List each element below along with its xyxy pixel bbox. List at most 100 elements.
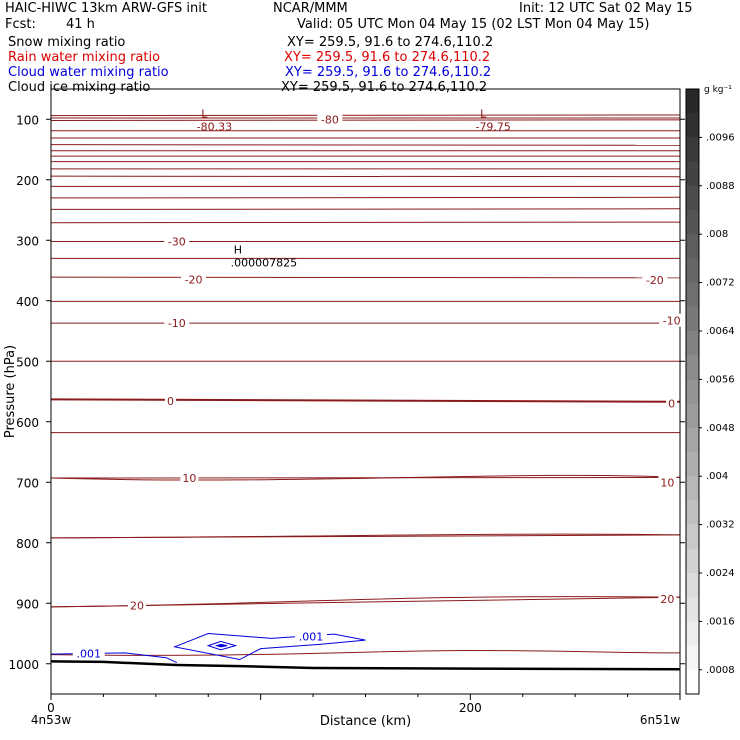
extremum-value-label: -79.75 xyxy=(475,120,510,133)
temperature-contour-line xyxy=(50,276,681,279)
y-tick-label: 1000 xyxy=(8,658,39,672)
forecast-label: Fcst: xyxy=(5,17,36,32)
colorbar-frame xyxy=(685,88,700,695)
temperature-contour-line xyxy=(50,114,681,117)
x-start-location-label: 4n53w xyxy=(31,713,72,727)
temperature-contour-label: -20 xyxy=(185,274,203,287)
extremum-type-label: L xyxy=(480,107,487,120)
colorbar-tick-label: .0008 xyxy=(706,665,735,676)
field-name-cloud-water: Cloud water mixing ratio xyxy=(8,65,169,80)
contour-labels: -80 -30 -20 -20 -10 -10 0 0 10 10 20 20 .001 .001 xyxy=(72,112,685,660)
extremum-type-label: H xyxy=(234,243,242,256)
temperature-contour-label: 20 xyxy=(130,600,144,613)
temperature-contour-label-bg xyxy=(180,471,199,485)
field-xy-rain: XY= 259.5, 91.6 to 274.6,110.2 xyxy=(284,50,491,65)
x-end-location-label: 6n51w xyxy=(640,713,681,727)
field-xy-cloud-water: XY= 259.5, 91.6 to 274.6,110.2 xyxy=(285,65,492,80)
temperature-contour-label: 10 xyxy=(182,472,196,485)
y-tick-label: 600 xyxy=(16,416,39,430)
colorbar-segment xyxy=(686,137,699,163)
colorbar-segment xyxy=(686,161,699,187)
temperature-contour-line xyxy=(50,649,681,656)
temperature-contour-line xyxy=(50,474,681,481)
y-tick-label: 200 xyxy=(16,174,39,188)
temperature-contour-label-bg xyxy=(658,592,677,606)
temperature-contour-label-bg xyxy=(659,313,685,327)
valid-time: Valid: 05 UTC Mon 04 May 15 (02 LST Mon … xyxy=(297,17,650,32)
colorbar-segment xyxy=(686,524,699,550)
colorbar-segment xyxy=(686,452,699,477)
x-tick-label: 200 xyxy=(459,701,482,715)
x-axis-label: Distance (km) xyxy=(320,714,411,729)
extremum-value-label: -80.33 xyxy=(197,120,232,133)
temperature-contour-label: -20 xyxy=(646,274,664,287)
temperature-contour-label: 10 xyxy=(660,476,674,489)
colorbar-segment xyxy=(686,282,699,308)
colorbar-segment xyxy=(686,306,699,332)
colorbar-tick-label: .0048 xyxy=(706,423,735,434)
colorbar-tick-label: .0064 xyxy=(706,326,735,337)
colorbar-tick-label: .0056 xyxy=(706,374,735,385)
field-name-snow: Snow mixing ratio xyxy=(8,35,126,50)
temperature-contour-label-bg xyxy=(165,394,177,408)
cloud-water-contour xyxy=(172,632,366,661)
init-time: Init: 12 UTC Sat 02 May 15 xyxy=(519,1,693,16)
colorbar-tick-label: .004 xyxy=(706,471,728,482)
colorbar-segment xyxy=(686,113,699,138)
colorbar-segment xyxy=(686,427,699,453)
extremum-value-label: .000007825 xyxy=(231,256,297,269)
colorbar-segment xyxy=(686,500,699,526)
colorbar-tick-label: .0096 xyxy=(706,132,735,143)
forecast-hour: 41 h xyxy=(66,17,95,32)
colorbar-tick-label: .0016 xyxy=(706,616,735,627)
extremum-type-label: L xyxy=(201,107,208,120)
y-tick-label: 300 xyxy=(16,234,39,248)
colorbar-segment xyxy=(686,234,699,259)
colorbar-segment xyxy=(686,379,699,405)
temperature-contour-label-bg xyxy=(317,112,343,126)
temperature-contour-label: -10 xyxy=(663,315,681,328)
cloud-water-contour-label-bg xyxy=(294,629,327,643)
colorbar-segment xyxy=(686,476,699,501)
y-tick-label: 500 xyxy=(16,355,39,369)
extrema-markers: L-80.33L-79.75H.000007825 xyxy=(197,107,511,269)
terrain-line xyxy=(50,660,681,671)
temperature-contour-line xyxy=(50,175,681,178)
colorbar-tick-label: .0088 xyxy=(706,181,735,192)
temperature-contour-label: 0 xyxy=(668,398,675,411)
colorbar: .0096 .0088 .008 .0072 .0064 .0056 .0048 .004 .0… xyxy=(685,85,735,695)
temperature-contour-label: 20 xyxy=(660,593,674,606)
y-tick-label: 400 xyxy=(16,295,39,309)
temperature-contour-label: -10 xyxy=(168,317,186,330)
temperature-contour-line xyxy=(50,119,681,121)
field-name-rain: Rain water mixing ratio xyxy=(8,50,161,65)
temperature-contour-line xyxy=(50,596,681,608)
temperature-contour-line xyxy=(50,144,681,146)
temperature-contour-line xyxy=(50,196,681,199)
field-xy-snow: XY= 259.5, 91.6 to 274.6,110.2 xyxy=(287,35,494,50)
temperature-contour-label-bg xyxy=(164,234,190,248)
temperature-contour-line xyxy=(50,533,681,539)
temperature-contour-line xyxy=(50,208,681,210)
y-tick-label: 800 xyxy=(16,537,39,551)
colorbar-segment xyxy=(686,548,699,574)
temperature-contour-label-bg xyxy=(164,316,190,330)
temperature-contour-label: -80 xyxy=(321,113,339,126)
temperature-contour-label-bg xyxy=(127,598,146,612)
model-title: HAIC-HIWC 13km ARW-GFS init xyxy=(5,1,207,16)
cloud-water-contour-inner xyxy=(206,640,238,651)
colorbar-tick-label: .0024 xyxy=(706,568,735,579)
cloud-water-contour-core xyxy=(214,643,228,648)
temperature-contour-label-bg xyxy=(642,273,668,287)
y-tick-label: 700 xyxy=(16,476,39,490)
y-axis-label: Pressure (hPa) xyxy=(3,345,18,438)
temperature-contour-label: 0 xyxy=(167,395,174,408)
colorbar-segment xyxy=(686,645,699,671)
temperature-contour-label-bg xyxy=(658,475,677,489)
temperature-contour-label-bg xyxy=(666,396,678,410)
cloud-water-contour-label: .001 xyxy=(299,631,324,644)
colorbar-segment xyxy=(686,621,699,647)
x-tick-label: 0 xyxy=(47,701,55,715)
colorbar-tick-label: .0072 xyxy=(706,278,735,289)
